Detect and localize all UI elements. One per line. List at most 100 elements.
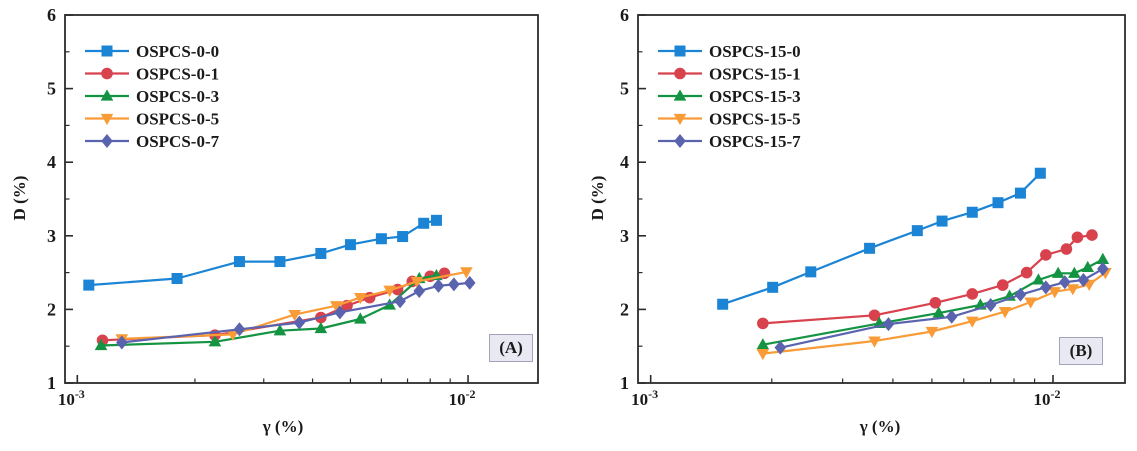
series-marker-OSPCS-15-5: [868, 336, 881, 348]
y-tick-label: 3: [47, 226, 56, 246]
legend-swatch-marker: [673, 89, 687, 101]
series-marker-OSPCS-15-3: [756, 338, 770, 350]
series-marker-OSPCS-0-7: [334, 305, 346, 320]
series-marker-OSPCS-15-5: [1024, 297, 1037, 309]
y-axis-label-A: D (%): [10, 175, 29, 221]
series-marker-OSPCS-0-7: [448, 277, 460, 292]
series-marker-OSPCS-15-3: [1051, 266, 1065, 278]
series-marker-OSPCS-15-0: [1034, 167, 1046, 179]
y-tick-label: 1: [620, 373, 629, 393]
series-marker-OSPCS-15-0: [1014, 187, 1026, 199]
legend-label: OSPCS-15-5: [709, 110, 801, 129]
series-marker-OSPCS-0-0: [315, 247, 327, 259]
series-marker-OSPCS-0-0: [397, 231, 409, 243]
y-tick-label: 4: [620, 152, 629, 172]
series-marker-OSPCS-15-3: [932, 306, 946, 318]
series-marker-OSPCS-15-5: [998, 307, 1012, 319]
series-marker-OSPCS-15-0: [911, 225, 923, 237]
y-tick-label: 1: [47, 373, 56, 393]
series-marker-OSPCS-15-1: [996, 279, 1009, 291]
series-marker-OSPCS-15-0: [767, 281, 779, 293]
x-axis-label-A: γ (%): [262, 417, 304, 436]
series-marker-OSPCS-0-5: [354, 293, 367, 305]
legend-label: OSPCS-15-1: [709, 65, 801, 84]
y-tick-label: 2: [47, 299, 56, 319]
series-marker-OSPCS-15-5: [756, 348, 770, 361]
series-marker-OSPCS-15-7: [1059, 275, 1071, 290]
chart-panel-A: 1 2 3 4 5 6 10-3 10-2 OSPCS-0-0 OSPCS-0-1 OSPCS-0-…: [47, 5, 539, 409]
series-marker-OSPCS-0-7: [394, 294, 406, 309]
series-marker-OSPCS-0-3: [273, 324, 287, 336]
y-tick-label: 6: [620, 5, 629, 25]
y-tick-label: 4: [47, 152, 56, 172]
legend-label: OSPCS-0-5: [136, 110, 219, 129]
series-marker-OSPCS-15-5: [965, 316, 979, 328]
legend-label: OSPCS-0-1: [136, 65, 219, 84]
y-axis-label-B: D (%): [588, 175, 607, 221]
y-tick-label: 3: [620, 226, 629, 246]
legend-swatch-marker: [101, 67, 113, 80]
series-marker-OSPCS-15-1: [1020, 266, 1033, 279]
legend-swatch-marker: [100, 89, 114, 101]
series-line-OSPCS-15-5: [762, 271, 1107, 355]
series-marker-OSPCS-15-7: [1097, 261, 1109, 276]
legend-swatch-marker: [673, 113, 687, 126]
series-marker-OSPCS-0-0: [375, 233, 387, 245]
series-line-OSPCS-0-0: [88, 219, 437, 287]
series-marker-OSPCS-0-5: [410, 276, 424, 289]
series-marker-OSPCS-15-7: [1040, 280, 1052, 295]
series-marker-OSPCS-15-1: [1060, 243, 1073, 255]
series-marker-OSPCS-15-1: [868, 309, 881, 322]
series-marker-OSPCS-0-5: [460, 267, 473, 279]
series-marker-OSPCS-15-3: [1096, 252, 1110, 264]
series-marker-OSPCS-0-5: [329, 301, 343, 313]
series-line-OSPCS-15-1: [762, 234, 1093, 325]
legend-swatch-marker: [101, 134, 113, 148]
series-marker-OSPCS-0-7: [116, 335, 128, 350]
series-marker-OSPCS-0-0: [83, 279, 95, 291]
series-line-OSPCS-15-3: [762, 258, 1104, 346]
series-marker-OSPCS-15-0: [992, 197, 1004, 209]
y-tick-label: 2: [620, 299, 629, 319]
series-marker-OSPCS-0-3: [354, 312, 367, 324]
legend-swatch-marker: [100, 113, 114, 126]
series-marker-OSPCS-15-3: [1032, 273, 1045, 285]
series-marker-OSPCS-0-7: [432, 278, 445, 293]
series-line-OSPCS-15-7: [780, 267, 1104, 349]
series-marker-OSPCS-15-1: [1086, 229, 1098, 241]
legend-swatch-marker: [674, 67, 686, 80]
series-marker-OSPCS-15-0: [966, 206, 978, 218]
legend-label: OSPCS-0-7: [136, 132, 220, 151]
panel-tag-B: (B): [1059, 337, 1103, 365]
y-tick-label: 5: [47, 79, 56, 99]
series-marker-OSPCS-0-5: [383, 285, 396, 297]
series-marker-OSPCS-15-0: [936, 215, 948, 227]
series-marker-OSPCS-0-7: [413, 284, 426, 298]
series-marker-OSPCS-15-1: [966, 288, 979, 300]
legend-label: OSPCS-0-0: [136, 42, 219, 61]
series-marker-OSPCS-0-0: [430, 214, 442, 226]
x-tick-label: 10-2: [1033, 387, 1060, 409]
series-marker-OSPCS-15-0: [717, 298, 729, 310]
series-marker-OSPCS-0-0: [274, 256, 286, 268]
legend-label: OSPCS-0-3: [136, 87, 219, 106]
series-marker-OSPCS-15-1: [929, 296, 942, 309]
series-marker-OSPCS-0-3: [208, 335, 222, 347]
x-axis-label-B: γ (%): [859, 417, 901, 436]
series-marker-OSPCS-0-0: [344, 239, 356, 251]
series-marker-OSPCS-0-7: [463, 275, 476, 290]
series-marker-OSPCS-15-3: [1068, 266, 1081, 278]
legend-label: OSPCS-15-3: [709, 87, 801, 106]
series-marker-OSPCS-15-5: [1048, 287, 1062, 299]
series-marker-OSPCS-0-0: [233, 256, 245, 268]
x-tick-label: 10-2: [449, 387, 476, 409]
series-marker-OSPCS-0-3: [94, 338, 108, 351]
x-tick-label: 10-3: [58, 387, 85, 409]
series-marker-OSPCS-15-3: [1081, 260, 1095, 273]
series-marker-OSPCS-15-7: [882, 317, 895, 332]
series-marker-OSPCS-0-7: [293, 315, 306, 330]
x-tick-label: 10-3: [631, 387, 658, 409]
series-marker-OSPCS-15-5: [1066, 284, 1080, 296]
series-marker-OSPCS-15-1: [757, 317, 769, 330]
